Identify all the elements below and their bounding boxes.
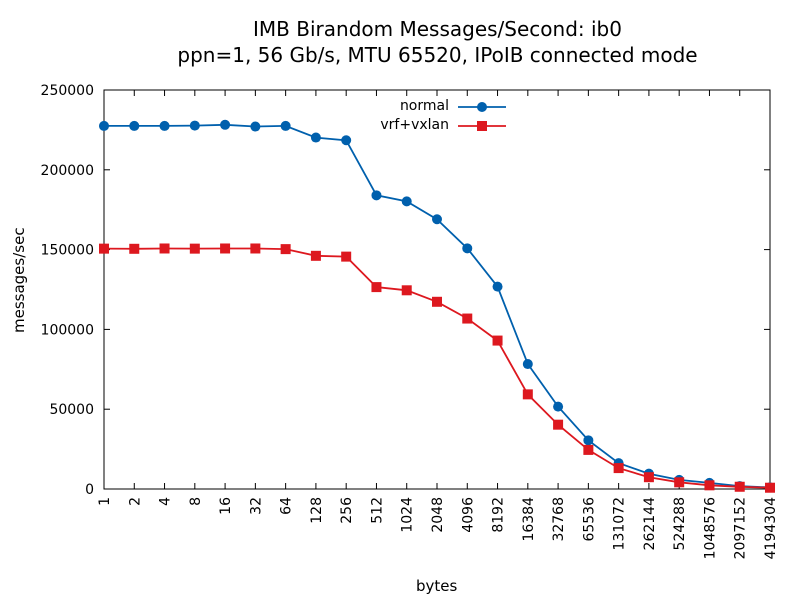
- y-tick-label: 0: [85, 482, 94, 498]
- data-point: [220, 243, 231, 254]
- data-point: [492, 335, 503, 346]
- data-point: [220, 119, 231, 130]
- x-tick-label: 131072: [612, 497, 628, 550]
- x-tick-label: 524288: [672, 497, 688, 550]
- data-point: [522, 359, 533, 370]
- x-tick-label: 1048576: [702, 497, 718, 559]
- data-point: [613, 463, 624, 474]
- y-axis-title: messages/sec: [10, 227, 28, 333]
- series: [99, 119, 775, 493]
- legend-marker: [477, 102, 487, 112]
- x-tick-label: 512: [369, 497, 385, 524]
- chart-subtitle: ppn=1, 56 Gb/s, MTU 65520, IPoIB connect…: [177, 43, 698, 67]
- data-point: [341, 251, 352, 262]
- x-tick-label: 1024: [400, 497, 416, 533]
- data-point: [765, 482, 775, 493]
- data-point: [583, 444, 594, 455]
- data-point: [99, 243, 109, 254]
- x-tick-label: 8192: [491, 497, 507, 533]
- data-point: [250, 121, 261, 132]
- x-tick-label: 4194304: [763, 497, 779, 559]
- x-tick-label: 2048: [430, 497, 446, 533]
- x-tick-label: 128: [309, 497, 325, 524]
- data-point: [189, 243, 200, 254]
- data-point: [583, 435, 594, 446]
- data-point: [553, 419, 564, 430]
- legend-label-vrf-vxlan: vrf+vxlan: [380, 117, 449, 133]
- data-point: [310, 132, 321, 143]
- data-point: [129, 243, 140, 254]
- chart-title: IMB Birandom Messages/Second: ib0: [253, 17, 622, 41]
- x-tick-label: 262144: [642, 497, 658, 551]
- x-tick-label: 64: [279, 497, 295, 515]
- data-point: [129, 120, 140, 131]
- x-tick-label: 4: [158, 497, 174, 506]
- x-tick-label: 65536: [581, 497, 597, 542]
- x-tick-label: 32: [248, 497, 264, 515]
- data-point: [401, 285, 412, 296]
- y-tick-label: 150000: [41, 243, 94, 259]
- data-point: [371, 190, 382, 201]
- y-tick-label: 50000: [49, 402, 94, 418]
- data-point: [674, 477, 685, 488]
- axes: [103, 89, 771, 490]
- x-tick-label: 2097152: [733, 497, 749, 559]
- series-vrf-vxlan: [99, 243, 775, 493]
- plot-frame: [103, 89, 771, 490]
- data-point: [341, 135, 352, 146]
- x-axis-title: bytes: [416, 577, 458, 595]
- data-point: [734, 481, 745, 492]
- legend-marker: [477, 121, 487, 131]
- y-tick-label: 200000: [41, 163, 94, 179]
- y-tick-label: 100000: [41, 322, 94, 338]
- x-tick-label: 256: [339, 497, 355, 524]
- y-tick-label: 250000: [41, 83, 94, 99]
- x-tick-label: 8: [188, 497, 204, 506]
- data-point: [189, 120, 200, 131]
- data-point: [401, 196, 412, 207]
- legend-label-normal: normal: [399, 98, 449, 114]
- x-tick-label: 16: [218, 497, 234, 515]
- x-tick-label: 4096: [460, 497, 476, 533]
- data-point: [371, 282, 382, 293]
- data-point: [462, 243, 473, 254]
- data-point: [99, 120, 109, 131]
- data-point: [159, 120, 170, 131]
- data-point: [432, 214, 442, 225]
- data-point: [250, 243, 261, 254]
- data-point: [280, 244, 291, 255]
- data-point: [432, 296, 442, 307]
- x-tick-label: 32768: [551, 497, 567, 542]
- x-tick-label: 16384: [521, 497, 537, 542]
- ticks: 0 50000 100000 150000 200000 250000 1 2 4 8 16 32 64…: [41, 83, 779, 559]
- data-point: [704, 480, 715, 491]
- legend: [458, 102, 506, 131]
- data-point: [553, 401, 564, 412]
- x-tick-label: 1: [97, 497, 113, 506]
- data-point: [522, 389, 533, 400]
- data-point: [280, 120, 291, 131]
- x-tick-label: 2: [127, 497, 143, 506]
- data-point: [159, 243, 170, 254]
- series-line: [103, 247, 771, 489]
- data-point: [643, 472, 654, 483]
- data-point: [310, 250, 321, 261]
- data-point: [492, 281, 503, 292]
- data-point: [462, 313, 473, 324]
